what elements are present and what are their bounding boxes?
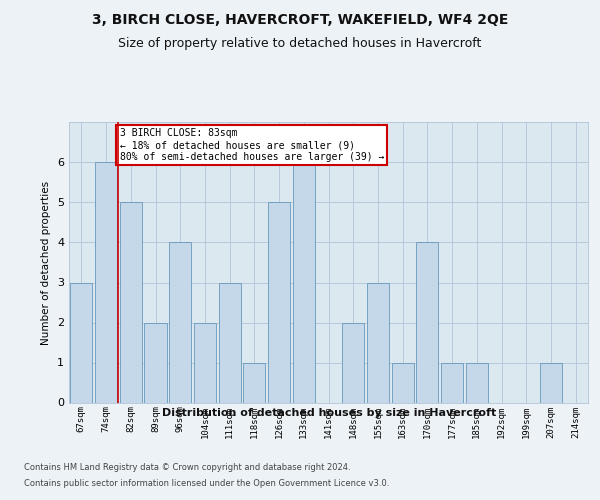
Bar: [540, 362, 562, 403]
Text: Contains public sector information licensed under the Open Government Licence v3: Contains public sector information licen…: [24, 479, 389, 488]
Text: 3, BIRCH CLOSE, HAVERCROFT, WAKEFIELD, WF4 2QE: 3, BIRCH CLOSE, HAVERCROFT, WAKEFIELD, W…: [92, 12, 508, 26]
Bar: [293, 162, 315, 402]
Text: Size of property relative to detached houses in Havercroft: Size of property relative to detached ho…: [118, 38, 482, 51]
Bar: [145, 322, 167, 402]
Y-axis label: Number of detached properties: Number of detached properties: [41, 180, 52, 344]
Bar: [169, 242, 191, 402]
Bar: [243, 362, 265, 403]
Bar: [218, 282, 241, 403]
Bar: [95, 162, 117, 402]
Text: Distribution of detached houses by size in Havercroft: Distribution of detached houses by size …: [161, 408, 496, 418]
Text: Contains HM Land Registry data © Crown copyright and database right 2024.: Contains HM Land Registry data © Crown c…: [24, 462, 350, 471]
Bar: [70, 282, 92, 403]
Bar: [367, 282, 389, 403]
Bar: [342, 322, 364, 402]
Bar: [441, 362, 463, 403]
Bar: [268, 202, 290, 402]
Bar: [466, 362, 488, 403]
Bar: [119, 202, 142, 402]
Bar: [194, 322, 216, 402]
Bar: [416, 242, 439, 402]
Text: 3 BIRCH CLOSE: 83sqm
← 18% of detached houses are smaller (9)
80% of semi-detach: 3 BIRCH CLOSE: 83sqm ← 18% of detached h…: [119, 128, 384, 162]
Bar: [392, 362, 414, 403]
